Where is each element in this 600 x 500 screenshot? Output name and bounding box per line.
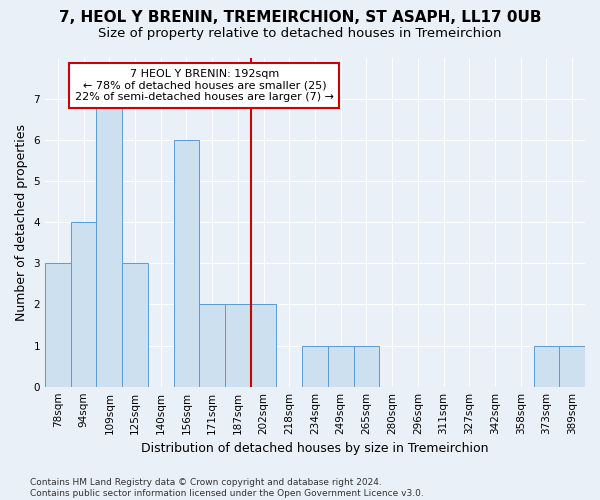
- Bar: [559, 346, 585, 387]
- Bar: [353, 346, 379, 387]
- Text: Contains HM Land Registry data © Crown copyright and database right 2024.
Contai: Contains HM Land Registry data © Crown c…: [30, 478, 424, 498]
- Bar: [251, 304, 277, 386]
- Y-axis label: Number of detached properties: Number of detached properties: [15, 124, 28, 320]
- Bar: [199, 304, 225, 386]
- Bar: [122, 263, 148, 386]
- Bar: [173, 140, 199, 386]
- Text: Size of property relative to detached houses in Tremeirchion: Size of property relative to detached ho…: [98, 28, 502, 40]
- Bar: [225, 304, 251, 386]
- X-axis label: Distribution of detached houses by size in Tremeirchion: Distribution of detached houses by size …: [141, 442, 489, 455]
- Text: 7, HEOL Y BRENIN, TREMEIRCHION, ST ASAPH, LL17 0UB: 7, HEOL Y BRENIN, TREMEIRCHION, ST ASAPH…: [59, 10, 541, 25]
- Bar: [302, 346, 328, 387]
- Bar: [533, 346, 559, 387]
- Bar: [71, 222, 97, 386]
- Bar: [45, 263, 71, 386]
- Text: 7 HEOL Y BRENIN: 192sqm
← 78% of detached houses are smaller (25)
22% of semi-de: 7 HEOL Y BRENIN: 192sqm ← 78% of detache…: [75, 69, 334, 102]
- Bar: [97, 98, 122, 387]
- Bar: [328, 346, 353, 387]
